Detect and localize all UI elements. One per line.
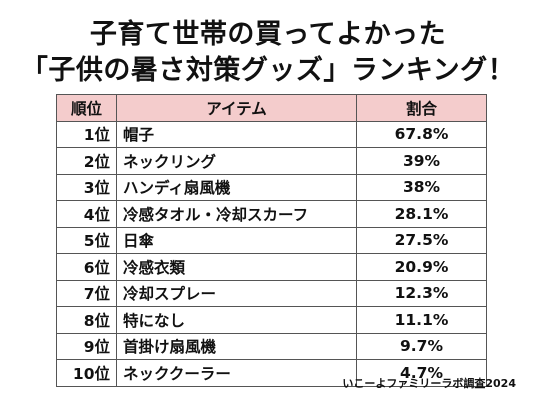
percent-cell: 4.7% bbox=[356, 359, 487, 387]
percent-cell: 27.5% bbox=[356, 226, 487, 254]
table-row: 5位 日傘 27.5% bbox=[56, 226, 487, 254]
rank-cell: 3位 bbox=[56, 173, 117, 201]
item-cell: ネックリング bbox=[116, 147, 357, 175]
rank-cell: 8位 bbox=[56, 306, 117, 334]
percent-cell: 20.9% bbox=[356, 253, 487, 281]
title-line-2: 「子供の暑さ対策グッズ」ランキング！ bbox=[20, 55, 516, 86]
rank-cell: 1位 bbox=[56, 120, 117, 148]
rank-cell: 4位 bbox=[56, 200, 117, 228]
table-row: 7位 冷却スプレー 12.3% bbox=[56, 279, 487, 307]
item-cell: ハンディ扇風機 bbox=[116, 173, 357, 201]
table-row: 8位 特になし 11.1% bbox=[56, 306, 487, 334]
table-row: 6位 冷感衣類 20.9% bbox=[56, 253, 487, 281]
table-row: 4位 冷感タオル・冷却スカーフ 28.1% bbox=[56, 200, 487, 228]
item-cell: 日傘 bbox=[116, 226, 357, 254]
rank-cell: 7位 bbox=[56, 279, 117, 307]
item-cell: 帽子 bbox=[116, 120, 357, 148]
rank-cell: 2位 bbox=[56, 147, 117, 175]
percent-cell: 9.7% bbox=[356, 332, 487, 360]
item-cell: 首掛け扇風機 bbox=[116, 332, 357, 360]
item-cell: ネッククーラー bbox=[116, 359, 357, 387]
table-row: 10位 ネッククーラー 4.7% bbox=[56, 359, 487, 387]
item-cell: 冷感タオル・冷却スカーフ bbox=[116, 200, 357, 228]
table-body: 1位 帽子 67.8% 2位 ネックリング 39% 3位 ハンディ扇風機 38% 4位 冷感タオル・… bbox=[56, 120, 487, 387]
header-percent: 割合 bbox=[356, 94, 487, 122]
title-line-1: 子育て世帯の買ってよかった bbox=[89, 19, 447, 50]
percent-cell: 12.3% bbox=[356, 279, 487, 307]
table-row: 1位 帽子 67.8% bbox=[56, 120, 487, 148]
source-note: いこーよファミリーラボ調査2024 bbox=[342, 377, 516, 390]
table-row: 3位 ハンディ扇風機 38% bbox=[56, 173, 487, 201]
rank-cell: 10位 bbox=[56, 359, 117, 387]
percent-cell: 28.1% bbox=[356, 200, 487, 228]
header-rank: 順位 bbox=[56, 94, 117, 122]
rank-cell: 5位 bbox=[56, 226, 117, 254]
percent-cell: 67.8% bbox=[356, 120, 487, 148]
table-row: 9位 首掛け扇風機 9.7% bbox=[56, 332, 487, 360]
rank-cell: 9位 bbox=[56, 332, 117, 360]
percent-cell: 11.1% bbox=[356, 306, 487, 334]
item-cell: 冷感衣類 bbox=[116, 253, 357, 281]
rank-cell: 6位 bbox=[56, 253, 117, 281]
ranking-table: 順位 アイテム 割合 1位 帽子 67.8% 2位 ネックリング 39% 3位 ハンディ扇風機… bbox=[56, 94, 487, 387]
header-item: アイテム bbox=[116, 94, 357, 122]
table-header-row: 順位 アイテム 割合 bbox=[56, 94, 487, 122]
item-cell: 冷却スプレー bbox=[116, 279, 357, 307]
table-row: 2位 ネックリング 39% bbox=[56, 147, 487, 175]
percent-cell: 39% bbox=[356, 147, 487, 175]
item-cell: 特になし bbox=[116, 306, 357, 334]
percent-cell: 38% bbox=[356, 173, 487, 201]
